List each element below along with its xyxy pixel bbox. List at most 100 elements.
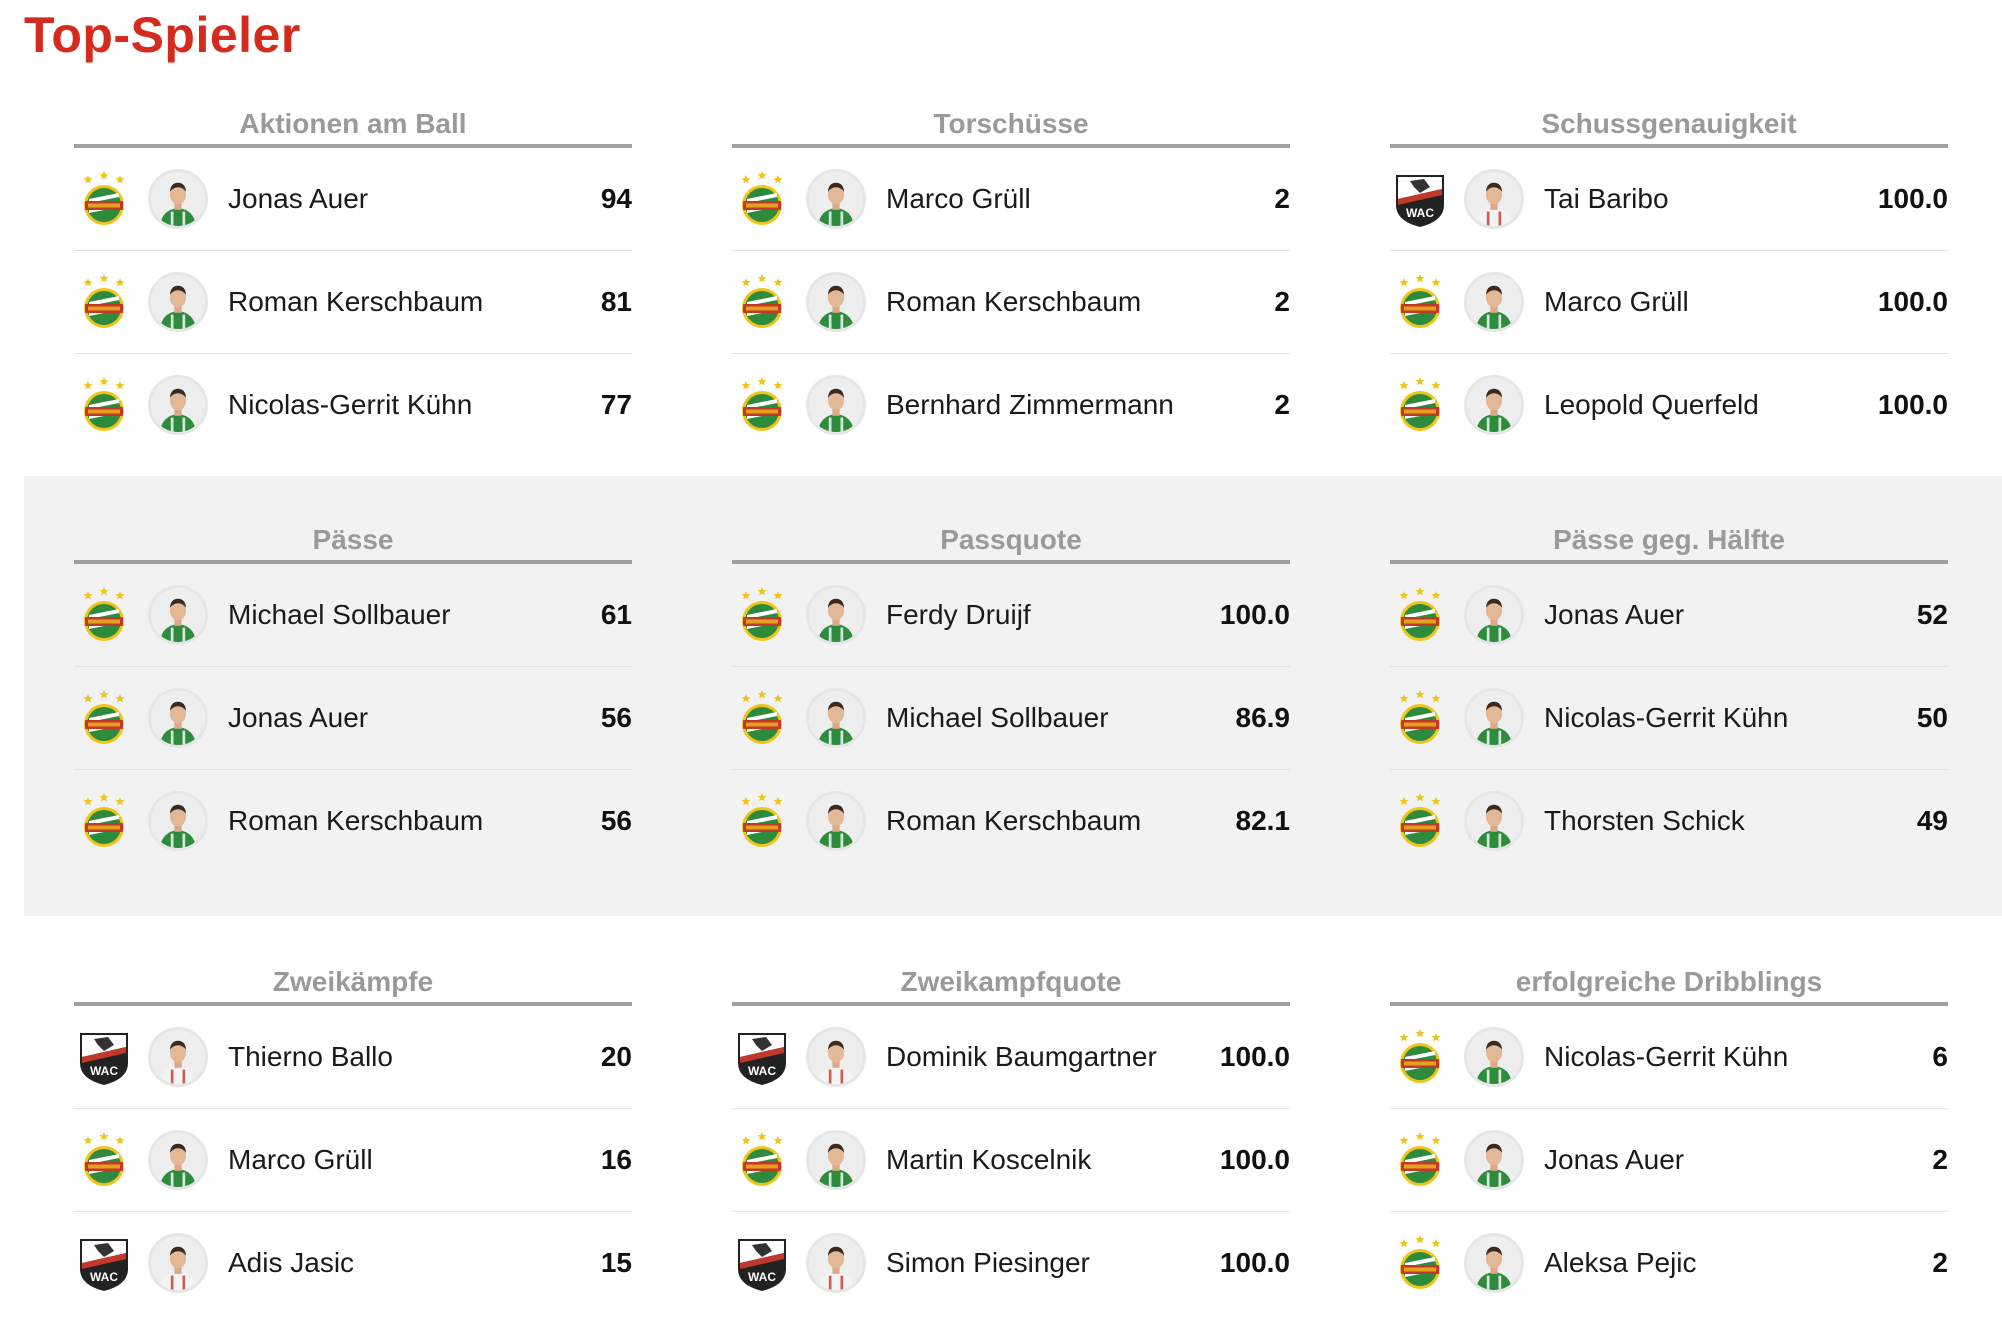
player-name[interactable]: Jonas Auer bbox=[1544, 599, 1685, 630]
player-row[interactable]: Jonas Auer 52 bbox=[1390, 564, 1948, 667]
player-name[interactable]: Marco Grüll bbox=[1544, 286, 1689, 317]
player-avatar[interactable] bbox=[148, 585, 208, 645]
player-avatar[interactable] bbox=[806, 272, 866, 332]
player-row[interactable]: Leopold Querfeld 100.0 bbox=[1390, 354, 1948, 456]
player-name[interactable]: Thorsten Schick bbox=[1544, 805, 1745, 836]
player-row[interactable]: Nicolas-Gerrit Kühn 77 bbox=[74, 354, 632, 456]
stat-category: Pässe Michael Sollbauer 61 Jonas Auer 56 bbox=[74, 520, 632, 872]
player-avatar[interactable] bbox=[1464, 688, 1524, 748]
player-avatar[interactable] bbox=[806, 585, 866, 645]
player-avatar[interactable] bbox=[148, 1027, 208, 1087]
player-name[interactable]: Simon Piesinger bbox=[886, 1247, 1090, 1278]
stat-value: 100.0 bbox=[1219, 599, 1290, 630]
player-row[interactable]: WAC Thierno Ballo 20 bbox=[74, 1006, 632, 1109]
player-name[interactable]: Jonas Auer bbox=[228, 702, 369, 733]
player-name[interactable]: Jonas Auer bbox=[228, 183, 369, 214]
player-row[interactable]: Jonas Auer 94 bbox=[74, 148, 632, 251]
player-avatar[interactable] bbox=[1464, 375, 1524, 435]
rapid-logo-icon bbox=[1390, 1130, 1450, 1190]
player-avatar[interactable] bbox=[806, 688, 866, 748]
player-name[interactable]: Michael Sollbauer bbox=[228, 599, 451, 630]
player-avatar[interactable] bbox=[1464, 791, 1524, 851]
player-name[interactable]: Nicolas-Gerrit Kühn bbox=[1544, 1041, 1789, 1072]
player-row[interactable]: Marco Grüll 16 bbox=[74, 1109, 632, 1212]
player-name[interactable]: Marco Grüll bbox=[228, 1144, 373, 1175]
player-name[interactable]: Bernhard Zimmermann bbox=[886, 389, 1174, 420]
player-avatar[interactable] bbox=[806, 375, 866, 435]
category-heading: erfolgreiche Dribblings bbox=[1390, 962, 1948, 1006]
player-row[interactable]: Jonas Auer 2 bbox=[1390, 1109, 1948, 1212]
player-row[interactable]: Marco Grüll 100.0 bbox=[1390, 251, 1948, 354]
wac-logo-icon: WAC bbox=[732, 1233, 792, 1293]
player-avatar[interactable] bbox=[148, 1233, 208, 1293]
player-avatar[interactable] bbox=[148, 791, 208, 851]
player-row[interactable]: Michael Sollbauer 61 bbox=[74, 564, 632, 667]
player-avatar[interactable] bbox=[1464, 1130, 1524, 1190]
player-avatar[interactable] bbox=[1464, 272, 1524, 332]
player-name[interactable]: Tai Baribo bbox=[1544, 183, 1669, 214]
player-name[interactable]: Nicolas-Gerrit Kühn bbox=[228, 389, 473, 420]
player-avatar[interactable] bbox=[806, 791, 866, 851]
player-avatar[interactable] bbox=[148, 169, 208, 229]
wac-logo-icon: WAC bbox=[732, 1027, 792, 1087]
player-name[interactable]: Roman Kerschbaum bbox=[886, 286, 1142, 317]
player-avatar[interactable] bbox=[148, 375, 208, 435]
player-avatar[interactable] bbox=[806, 1027, 866, 1087]
player-avatar[interactable] bbox=[1464, 1027, 1524, 1087]
player-name[interactable]: Ferdy Druijf bbox=[886, 599, 1031, 630]
rapid-logo-icon bbox=[74, 169, 134, 229]
category-heading: Pässe bbox=[74, 520, 632, 564]
player-avatar[interactable] bbox=[1464, 585, 1524, 645]
rapid-logo-icon bbox=[732, 272, 792, 332]
player-name[interactable]: Roman Kerschbaum bbox=[228, 805, 484, 836]
player-avatar[interactable] bbox=[806, 1130, 866, 1190]
rapid-logo-icon bbox=[74, 375, 134, 435]
player-name[interactable]: Martin Koscelnik bbox=[886, 1144, 1092, 1175]
player-avatar[interactable] bbox=[1464, 169, 1524, 229]
player-row[interactable]: Martin Koscelnik 100.0 bbox=[732, 1109, 1290, 1212]
page-title: Top-Spieler bbox=[24, 7, 301, 63]
player-row[interactable]: Roman Kerschbaum 56 bbox=[74, 770, 632, 872]
player-avatar[interactable] bbox=[148, 272, 208, 332]
player-row[interactable]: Jonas Auer 56 bbox=[74, 667, 632, 770]
player-name[interactable]: Leopold Querfeld bbox=[1544, 389, 1759, 420]
player-name[interactable]: Nicolas-Gerrit Kühn bbox=[1544, 702, 1789, 733]
player-row[interactable]: Marco Grüll 2 bbox=[732, 148, 1290, 251]
player-name[interactable]: Jonas Auer bbox=[1544, 1144, 1685, 1175]
player-row[interactable]: Roman Kerschbaum 2 bbox=[732, 251, 1290, 354]
rapid-logo-icon bbox=[732, 585, 792, 645]
player-row[interactable]: Nicolas-Gerrit Kühn 50 bbox=[1390, 667, 1948, 770]
player-row[interactable]: Thorsten Schick 49 bbox=[1390, 770, 1948, 872]
player-row[interactable]: Bernhard Zimmermann 2 bbox=[732, 354, 1290, 456]
player-row[interactable]: WAC Tai Baribo 100.0 bbox=[1390, 148, 1948, 251]
player-name[interactable]: Thierno Ballo bbox=[228, 1041, 393, 1072]
player-avatar[interactable] bbox=[806, 169, 866, 229]
player-name[interactable]: Aleksa Pejic bbox=[1544, 1247, 1697, 1278]
player-row[interactable]: WAC Adis Jasic 15 bbox=[74, 1212, 632, 1314]
category-row: Pässe Michael Sollbauer 61 Jonas Auer 56 bbox=[74, 520, 1948, 872]
player-name[interactable]: Michael Sollbauer bbox=[886, 702, 1109, 733]
player-row[interactable]: Ferdy Druijf 100.0 bbox=[732, 564, 1290, 667]
player-avatar[interactable] bbox=[148, 688, 208, 748]
player-row[interactable]: Roman Kerschbaum 81 bbox=[74, 251, 632, 354]
player-name[interactable]: Adis Jasic bbox=[228, 1247, 355, 1278]
player-avatar[interactable] bbox=[148, 1130, 208, 1190]
player-row[interactable]: Aleksa Pejic 2 bbox=[1390, 1212, 1948, 1314]
player-row[interactable]: Nicolas-Gerrit Kühn 6 bbox=[1390, 1006, 1948, 1109]
stats-section: Pässe Michael Sollbauer 61 Jonas Auer 56 bbox=[24, 476, 2002, 916]
player-row[interactable]: WAC Simon Piesinger 100.0 bbox=[732, 1212, 1290, 1314]
rapid-logo-icon bbox=[74, 272, 134, 332]
player-row[interactable]: WAC Dominik Baumgartner 100.0 bbox=[732, 1006, 1290, 1109]
player-name[interactable]: Roman Kerschbaum bbox=[886, 805, 1142, 836]
player-row[interactable]: Roman Kerschbaum 82.1 bbox=[732, 770, 1290, 872]
stat-category: Zweikampfquote WAC Dominik Baumgartner 10… bbox=[732, 962, 1290, 1314]
player-avatar[interactable] bbox=[806, 1233, 866, 1293]
stat-category: Passquote Ferdy Druijf 100.0 Michael Soll… bbox=[732, 520, 1290, 872]
player-name[interactable]: Dominik Baumgartner bbox=[886, 1041, 1157, 1072]
rapid-logo-icon bbox=[732, 375, 792, 435]
player-name[interactable]: Marco Grüll bbox=[886, 183, 1031, 214]
player-name[interactable]: Roman Kerschbaum bbox=[228, 286, 484, 317]
stats-section: Zweikämpfe WAC Thierno Ballo 20 Marco Grü… bbox=[24, 916, 2002, 1328]
player-row[interactable]: Michael Sollbauer 86.9 bbox=[732, 667, 1290, 770]
player-avatar[interactable] bbox=[1464, 1233, 1524, 1293]
